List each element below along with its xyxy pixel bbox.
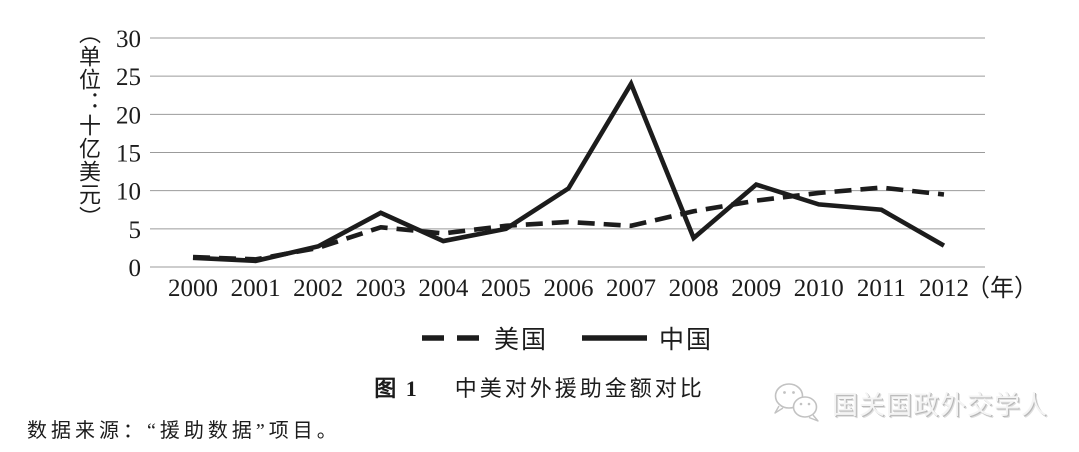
china-solid-line-sample: [582, 335, 647, 341]
legend-item-us: 美国: [421, 320, 548, 356]
legend-item-china: 中国: [582, 320, 713, 356]
y-tick-label: 10: [116, 179, 141, 206]
source-note: 数据来源：“援助数据”项目。: [27, 420, 341, 442]
y-tick-label: 25: [116, 64, 141, 91]
x-axis-unit-label: （年）: [966, 275, 1038, 302]
chart-legend: 美国 中国: [150, 320, 985, 356]
watermark-text: 国关国政外交学人: [832, 390, 1049, 420]
x-tick-label: 2000: [168, 275, 218, 302]
legend-label-china: 中国: [659, 327, 714, 354]
figure-caption: 图 1 中美对外援助金额对比: [0, 371, 1079, 403]
wechat-icon: [774, 383, 819, 422]
y-tick-label: 20: [116, 102, 141, 129]
x-tick-label: 2004: [418, 275, 469, 302]
figure-number: 图 1: [374, 376, 419, 401]
x-tick-label: 2008: [669, 275, 719, 302]
y-tick-label: 5: [129, 217, 142, 244]
x-tick-label: 2010: [794, 275, 844, 302]
x-tick-label: 2001: [231, 275, 281, 302]
y-tick-label: 0: [129, 255, 142, 282]
us-dashed-line-sample: [421, 335, 482, 341]
china-series-line: [192, 78, 946, 264]
x-tick-label: 2011: [857, 275, 906, 302]
x-tick-label: 2006: [543, 275, 593, 302]
x-tick-label: 2002: [293, 275, 343, 302]
x-tick-label: 2007: [606, 275, 656, 302]
y-tick-label: 15: [116, 141, 141, 168]
figure-title: 中美对外援助金额对比: [454, 376, 705, 401]
us-series-line: [192, 185, 945, 262]
x-tick-label: 2009: [731, 275, 781, 302]
x-tick-label: 2012: [919, 275, 969, 302]
plot-area: 0 5 10 15 20 25 30 2000 2001 2002 2003 2004 2005 2006…: [116, 26, 1038, 302]
watermark: 国关国政外交学人: [770, 381, 1048, 425]
y-tick-label: 30: [116, 26, 141, 53]
legend-label-us: 美国: [493, 327, 548, 354]
x-tick-label: 2005: [481, 275, 531, 302]
x-tick-label: 2003: [356, 275, 406, 302]
y-axis-unit-label: （单位：十亿美元）: [76, 22, 101, 229]
